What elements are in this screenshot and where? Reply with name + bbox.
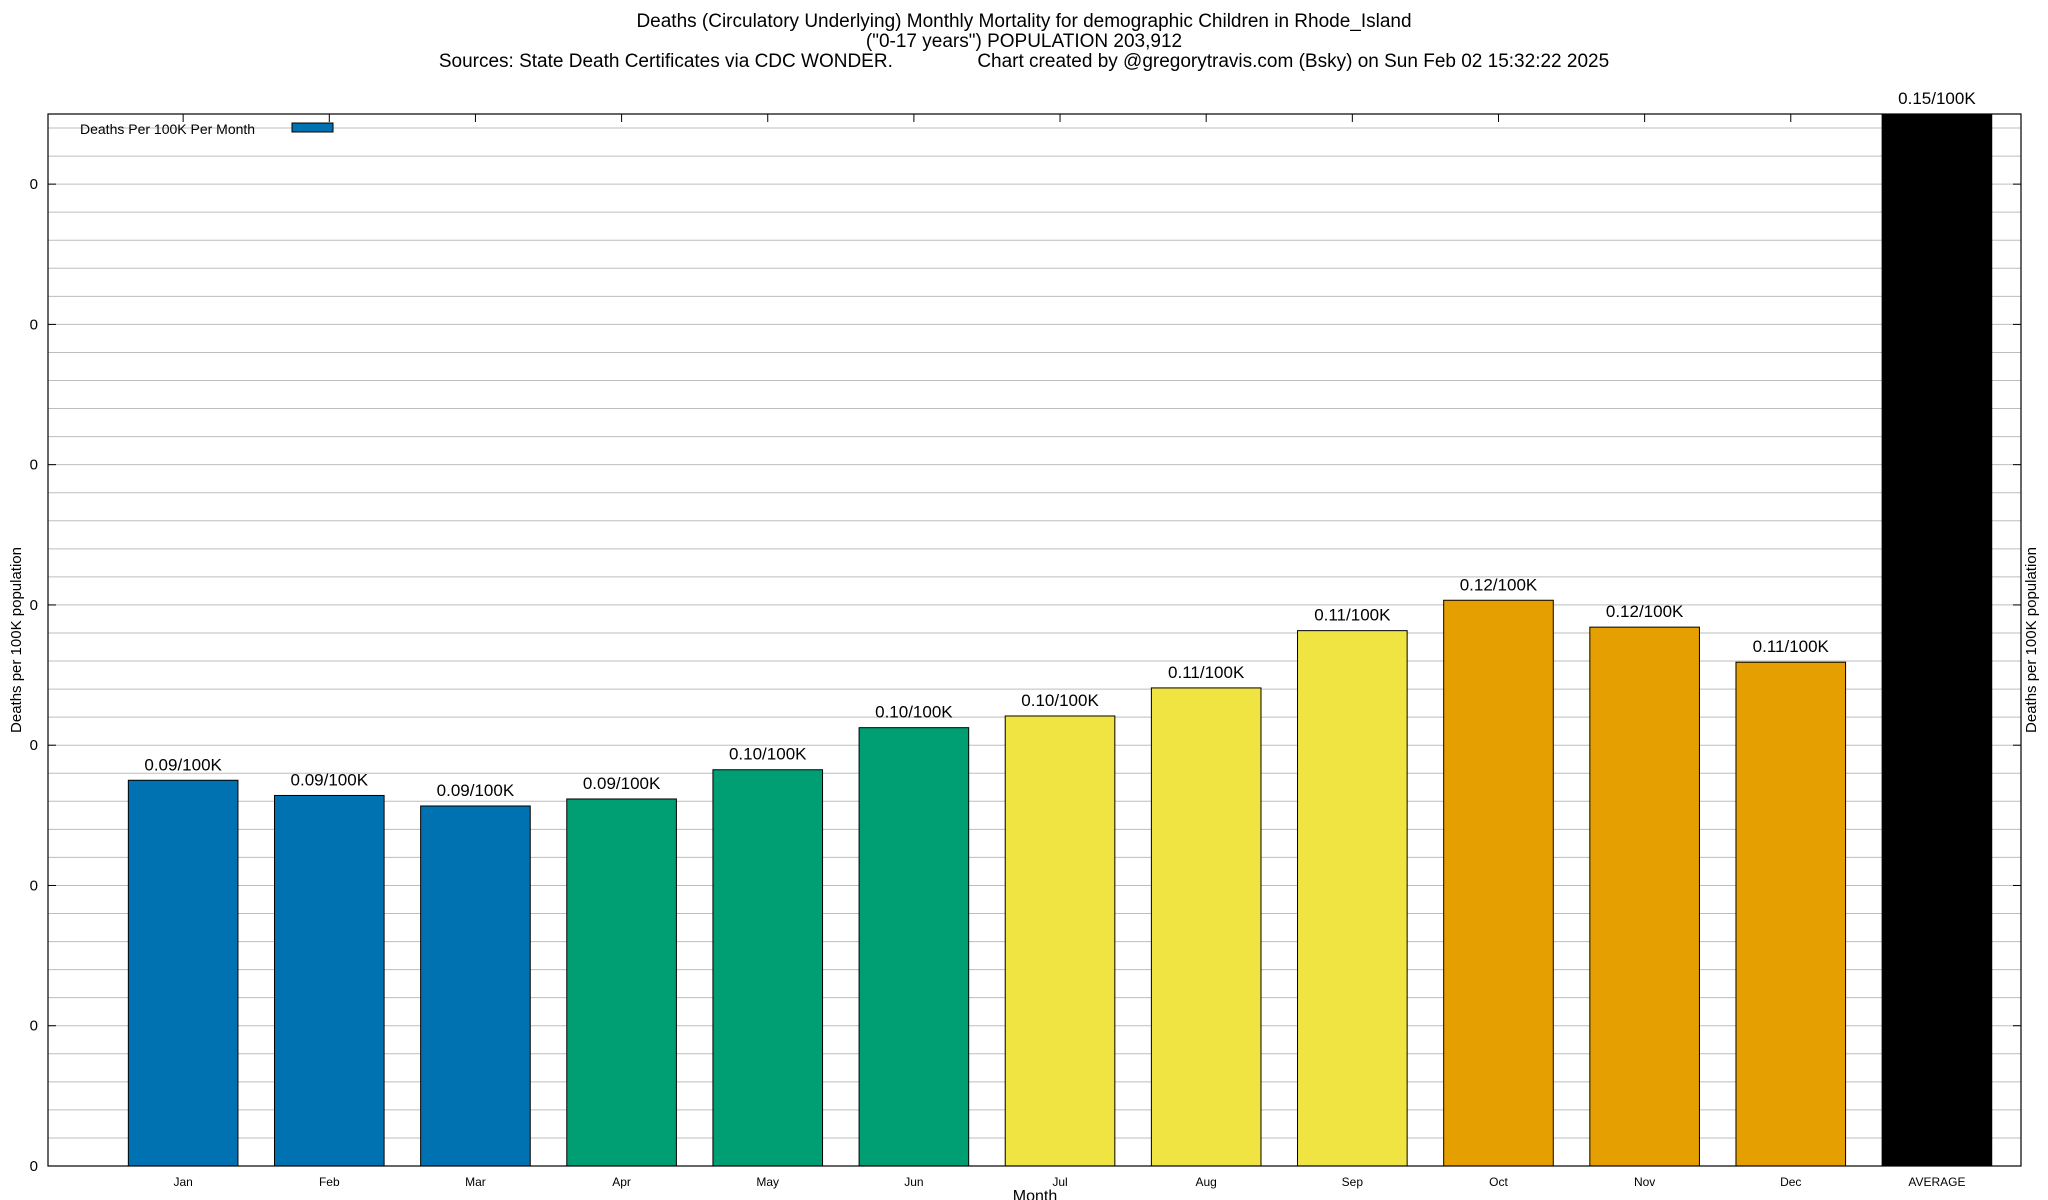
bar-oct <box>1443 599 1554 1167</box>
data-labels: 0.09/100K 0.09/100K 0.09/100K 0.09/100K 0.10… <box>144 89 1976 800</box>
bar-nov <box>1589 626 1700 1167</box>
x-tick-label: Oct <box>1489 1175 1508 1189</box>
x-tick-label: May <box>756 1175 779 1189</box>
x-tick-label: Jan <box>173 1175 192 1189</box>
data-label: 0.11/100K <box>1753 637 1830 656</box>
plot-frame <box>47 113 2022 1167</box>
data-label: 0.12/100K <box>1460 575 1538 594</box>
data-label: 0.09/100K <box>437 781 515 800</box>
y-tick-label: 0 <box>30 457 38 474</box>
bar-aug <box>1150 687 1262 1167</box>
chart-source-credit: Sources: State Death Certificates via CD… <box>438 51 1610 72</box>
bar-average <box>1881 113 1993 1167</box>
chart-title: Deaths (Circulatory Underlying) Monthly … <box>636 11 1412 32</box>
y2-axis-label: Deaths per 100K population <box>2023 547 2040 733</box>
bar-jun <box>858 727 970 1167</box>
y-axis-label: Deaths per 100K population <box>8 547 25 733</box>
data-label: 0.10/100K <box>875 703 953 722</box>
y-tick-label: 0 <box>30 316 38 333</box>
x-tick-label: Mar <box>465 1175 486 1189</box>
data-label: 0.10/100K <box>729 745 807 764</box>
data-label: 0.12/100K <box>1606 602 1684 621</box>
x-tick-label: Jul <box>1052 1175 1067 1189</box>
chart-title-block: Deaths (Circulatory Underlying) Monthly … <box>0 12 2048 72</box>
bar-feb <box>273 794 385 1167</box>
legend-swatch <box>291 122 334 133</box>
x-tick-label: Sep <box>1342 1175 1364 1189</box>
x-tick-label: Feb <box>319 1175 340 1189</box>
y-tick-label: 0 <box>30 1158 38 1175</box>
y-tick-label: 0 <box>30 1018 38 1035</box>
bar-sep <box>1297 630 1408 1167</box>
bar-mar <box>420 805 531 1167</box>
bar-jan <box>127 779 239 1167</box>
x-tick-label: Apr <box>612 1175 631 1189</box>
legend-label: Deaths Per 100K Per Month <box>80 121 255 137</box>
bars <box>127 113 1993 1167</box>
data-label: 0.09/100K <box>144 755 222 774</box>
axis-ticks: 0 0 0 0 0 0 0 0 Jan Feb Mar Apr May Jun Jul Aug Sep Oct No… <box>30 114 2021 1189</box>
y-tick-label: 0 <box>30 176 38 193</box>
x-axis-label: Month <box>1013 1188 1057 1200</box>
data-label: 0.09/100K <box>583 774 661 793</box>
x-tick-label: Jun <box>904 1175 923 1189</box>
y-tick-label: 0 <box>30 737 38 754</box>
y-tick-label: 0 <box>30 597 38 614</box>
x-tick-label: AVERAGE <box>1908 1175 1965 1189</box>
legend: Deaths Per 100K Per Month <box>80 121 334 137</box>
bar-jul <box>1004 715 1116 1167</box>
x-tick-label: Dec <box>1780 1175 1801 1189</box>
data-label: 0.11/100K <box>1314 606 1391 625</box>
y-tick-label: 0 <box>30 877 38 894</box>
data-label: 0.09/100K <box>291 770 369 789</box>
bar-dec <box>1735 661 1847 1167</box>
data-label: 0.11/100K <box>1168 663 1245 682</box>
x-tick-label: Nov <box>1634 1175 1655 1189</box>
chart-subtitle: ("0-17 years") POPULATION 203,912 <box>865 31 1183 52</box>
data-label: 0.10/100K <box>1021 691 1099 710</box>
bar-apr <box>566 798 677 1167</box>
data-label: 0.15/100K <box>1898 89 1976 108</box>
bar-may <box>712 769 824 1167</box>
x-tick-label: Aug <box>1196 1175 1217 1189</box>
